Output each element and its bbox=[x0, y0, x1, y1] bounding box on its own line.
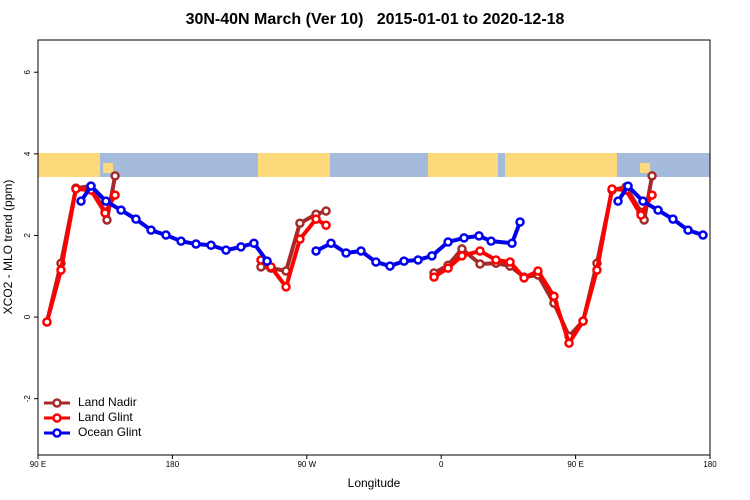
chart-title: 30N-40N March (Ver 10) 2015-01-01 to 202… bbox=[186, 11, 565, 28]
legend-marker bbox=[52, 413, 62, 423]
x-tick-label: 90 E bbox=[30, 460, 46, 469]
land-band bbox=[428, 153, 498, 177]
x-tick-label: 90 E bbox=[567, 460, 583, 469]
map-strip bbox=[38, 153, 710, 177]
y-tick-label: 6 bbox=[23, 69, 32, 74]
point bbox=[262, 256, 272, 266]
point bbox=[443, 263, 453, 273]
point bbox=[221, 245, 231, 255]
y-axis-label: XCO2 - MLO trend (ppm) bbox=[1, 180, 15, 315]
point bbox=[56, 265, 66, 275]
point bbox=[146, 225, 156, 235]
point bbox=[429, 272, 439, 282]
point bbox=[399, 256, 409, 266]
land-band bbox=[640, 163, 650, 173]
point bbox=[427, 251, 437, 261]
x-tick-label: 180 bbox=[166, 460, 180, 469]
point bbox=[668, 214, 678, 224]
point bbox=[592, 265, 602, 275]
point bbox=[71, 184, 81, 194]
legend-marker bbox=[52, 398, 62, 408]
point bbox=[176, 236, 186, 246]
series-line bbox=[45, 186, 654, 346]
point bbox=[311, 214, 321, 224]
point bbox=[474, 231, 484, 241]
point bbox=[647, 171, 657, 181]
point bbox=[653, 205, 663, 215]
point bbox=[638, 196, 648, 206]
point bbox=[486, 236, 496, 246]
point bbox=[356, 246, 366, 256]
point bbox=[457, 251, 467, 261]
x-tick-label: 0 bbox=[439, 460, 444, 469]
land-band bbox=[258, 153, 330, 177]
legend-label: Land Glint bbox=[78, 410, 133, 424]
x-axis-label: Longitude bbox=[348, 476, 401, 490]
x-tick-label: 180 bbox=[703, 460, 717, 469]
point bbox=[295, 234, 305, 244]
plot-frame bbox=[37, 39, 711, 456]
point bbox=[42, 317, 52, 327]
land-band bbox=[505, 153, 617, 177]
point bbox=[110, 171, 120, 181]
land-band bbox=[103, 163, 113, 173]
point bbox=[116, 205, 126, 215]
legend-label: Land Nadir bbox=[78, 395, 137, 409]
point bbox=[76, 196, 86, 206]
point bbox=[475, 259, 485, 269]
point bbox=[443, 237, 453, 247]
point bbox=[321, 206, 331, 216]
land-band bbox=[38, 153, 100, 177]
point bbox=[515, 217, 525, 227]
point bbox=[206, 240, 216, 251]
point bbox=[311, 246, 321, 256]
x-tick-label: 90 W bbox=[297, 460, 316, 469]
point bbox=[519, 273, 529, 283]
point bbox=[326, 238, 336, 248]
point bbox=[321, 220, 331, 231]
point bbox=[613, 196, 623, 206]
legend-marker bbox=[52, 428, 62, 438]
point bbox=[607, 184, 617, 194]
point bbox=[549, 291, 559, 302]
point bbox=[110, 190, 120, 200]
point bbox=[507, 238, 517, 248]
point bbox=[623, 181, 633, 191]
point bbox=[161, 230, 171, 240]
point bbox=[341, 248, 351, 258]
point bbox=[295, 218, 305, 228]
y-tick-label: 0 bbox=[23, 314, 32, 319]
y-tick-label: 4 bbox=[23, 151, 32, 156]
point bbox=[683, 225, 693, 235]
point bbox=[100, 208, 110, 218]
y-tick-label: 2 bbox=[23, 233, 32, 238]
point bbox=[647, 190, 657, 200]
point bbox=[413, 255, 423, 265]
point bbox=[86, 181, 96, 191]
point bbox=[533, 266, 543, 276]
y-tick-label: -2 bbox=[23, 395, 32, 403]
point bbox=[236, 242, 246, 252]
point bbox=[281, 282, 291, 292]
legend-label: Ocean Glint bbox=[78, 425, 142, 439]
point bbox=[191, 239, 201, 249]
point bbox=[636, 210, 646, 220]
point bbox=[459, 233, 469, 243]
point bbox=[564, 338, 574, 348]
point bbox=[578, 316, 588, 326]
point bbox=[249, 238, 259, 248]
point bbox=[698, 230, 708, 240]
point bbox=[131, 214, 141, 224]
point bbox=[101, 196, 111, 206]
point bbox=[505, 257, 515, 267]
point bbox=[491, 255, 501, 265]
point bbox=[371, 257, 381, 267]
point bbox=[475, 246, 485, 256]
point bbox=[385, 261, 395, 271]
